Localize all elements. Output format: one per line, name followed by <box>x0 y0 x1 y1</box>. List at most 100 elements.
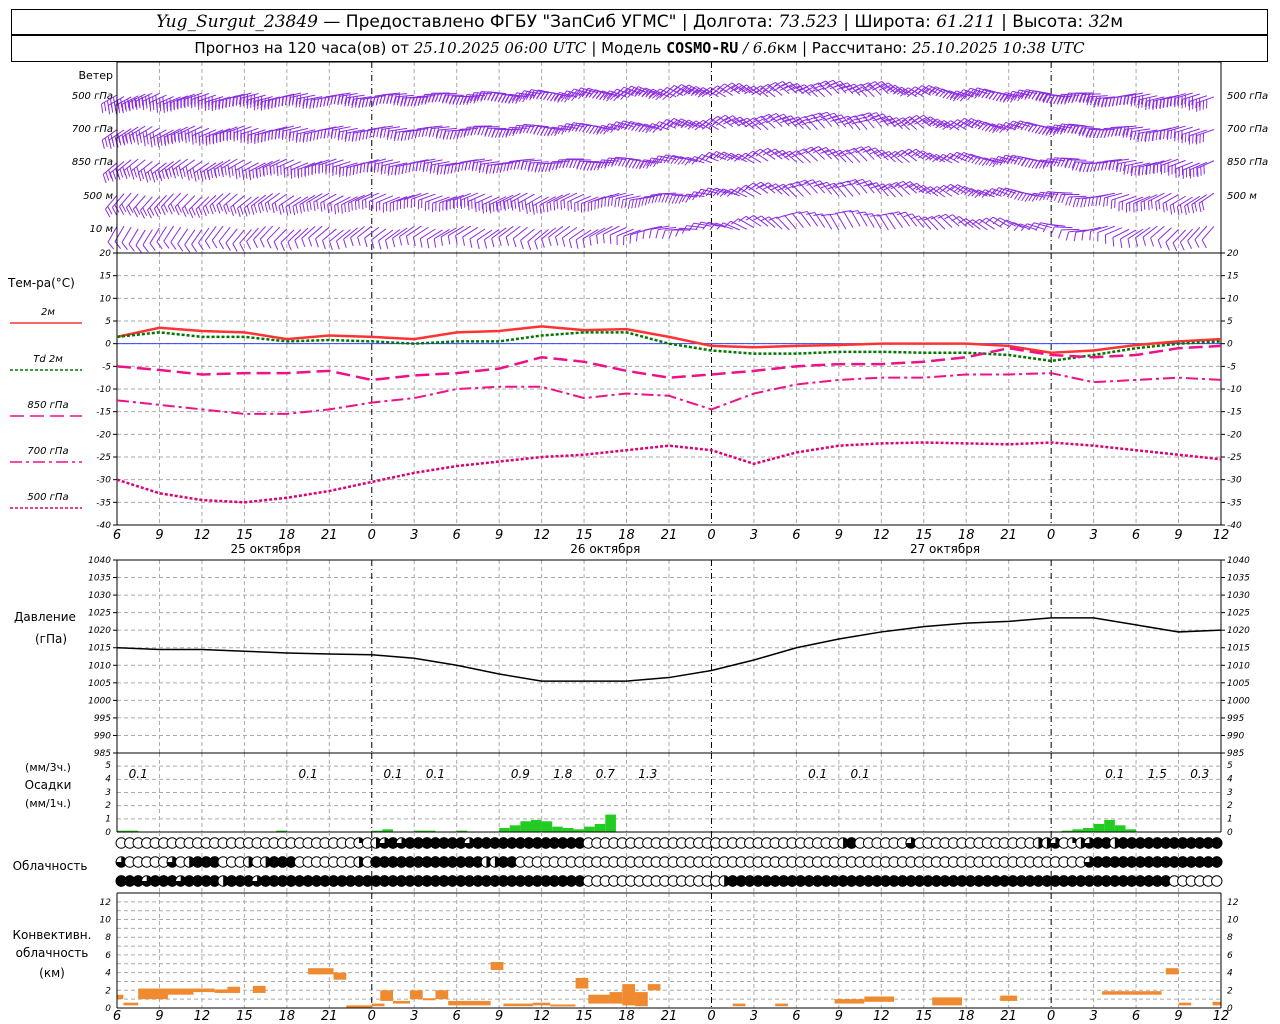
wind-barb-feather <box>762 184 772 190</box>
wind-barb-feather <box>556 199 559 209</box>
wind-barb-feather <box>1053 192 1059 201</box>
wind-barb-feather <box>796 148 805 154</box>
wind-barb-feather <box>364 238 368 247</box>
convective-bar <box>308 968 334 975</box>
wind-barb-feather <box>135 100 138 110</box>
wind-barb-feather <box>671 195 677 204</box>
wind-barb-feather <box>957 185 965 193</box>
pressure-ytick-label-right: 1025 <box>1227 609 1250 619</box>
wind-barb-feather <box>393 129 397 139</box>
temp-time-tick: 21 <box>1000 528 1017 543</box>
wind-barb-feather <box>971 155 978 164</box>
wind-barb-feather <box>295 204 299 214</box>
wind-barb-feather <box>232 97 235 107</box>
wind-barb-feather <box>1042 92 1048 102</box>
wind-barb-feather <box>153 136 156 146</box>
wind-barb-feather <box>136 135 139 145</box>
wind-barb-feather <box>668 194 673 204</box>
pressure-ytick-label-left: 1030 <box>88 591 111 601</box>
wind-barb-feather <box>1031 193 1038 202</box>
wind-barb-feather <box>456 129 461 138</box>
wind-barb-feather <box>399 236 403 246</box>
wind-barb-feather <box>182 168 186 178</box>
precip-ytick-label-right: 3 <box>1227 788 1233 798</box>
wind-barb-feather <box>652 91 660 99</box>
wind-barb-feather <box>592 126 599 135</box>
wind-barb-feather <box>673 120 681 128</box>
wind-barb-feather <box>949 92 957 101</box>
conv-time-tick: 9 <box>1174 1009 1182 1024</box>
wind-barb-feather <box>774 149 783 156</box>
wind-barb-feather <box>104 208 111 218</box>
wind-barb-feather <box>215 101 217 111</box>
wind-barb-feather <box>469 94 475 104</box>
wind-barb-shaft <box>1112 228 1130 238</box>
conv-ytick-label-left: 2 <box>105 986 111 996</box>
lat-label: | Широта: <box>843 12 931 32</box>
wind-barb-feather <box>834 152 843 157</box>
wind-barb-feather <box>1148 97 1151 107</box>
wind-barb-feather <box>1155 201 1158 211</box>
wind-barb-feather <box>510 198 513 208</box>
wind-barb-feather <box>344 95 348 105</box>
wind-barb-feather <box>655 229 659 239</box>
wind-barb-feather <box>534 163 539 173</box>
wind-barb-feather <box>832 114 842 119</box>
wind-barb-feather <box>179 170 183 180</box>
wind-barb-shaft <box>285 196 302 208</box>
wind-barb-feather <box>341 204 343 214</box>
wind-barb-feather <box>1060 94 1066 103</box>
wind-barb-feather <box>1068 92 1073 102</box>
wind-barb-feather <box>1134 166 1137 176</box>
wind-barb-feather <box>385 239 389 249</box>
wind-barb-feather <box>1017 93 1024 102</box>
precip-ytick-label-right: 1 <box>1227 815 1233 825</box>
wind-barb-shaft <box>273 228 288 242</box>
wind-barb-feather <box>1061 194 1066 204</box>
wind-barb-feather <box>806 116 816 121</box>
wind-barb-feather <box>1106 196 1109 206</box>
wind-barb-feather <box>217 167 221 177</box>
wind-barb-feather <box>257 133 260 144</box>
wind-barb-feather <box>992 123 1000 131</box>
wind-barb-feather <box>161 170 165 179</box>
wind-barb-feather <box>981 190 989 198</box>
wind-barb-feather <box>386 95 390 105</box>
wind-barb-feather <box>579 161 585 170</box>
wind-barb-feather <box>929 154 937 161</box>
wind-barb-feather <box>638 198 641 208</box>
temp-time-tick: 9 <box>835 528 843 543</box>
wind-barb-feather <box>184 244 191 253</box>
wind-barb-feather <box>1097 98 1101 107</box>
wind-barb-feather <box>688 86 697 93</box>
wind-barb-shaft <box>225 228 238 244</box>
wind-barb-shaft <box>320 193 337 204</box>
wind-barb-feather <box>1145 100 1148 111</box>
wind-barb-feather <box>496 164 500 174</box>
convective-bar <box>393 1000 410 1004</box>
wind-barb-feather <box>702 117 711 125</box>
wind-barb-feather <box>690 89 699 97</box>
wind-barb-feather <box>596 127 603 135</box>
wind-barb-feather <box>334 205 337 215</box>
wind-barb-feather <box>188 209 194 219</box>
wind-barb-feather <box>607 197 610 207</box>
wind-barb-shaft <box>287 229 302 243</box>
wind-barb-feather <box>844 120 854 125</box>
wind-barb-feather <box>834 184 844 189</box>
wind-barb-feather <box>254 134 256 145</box>
conv-time-tick: 18 <box>958 1009 975 1024</box>
wind-barb-feather <box>701 123 710 130</box>
wind-barb-feather <box>459 96 464 105</box>
wind-barb-feather <box>267 100 270 110</box>
temp-time-tick: 12 <box>873 528 890 543</box>
wind-barb-feather <box>681 84 689 92</box>
wind-barb-feather <box>1137 99 1141 109</box>
wind-barb-feather <box>668 229 673 239</box>
wind-barb-feather <box>862 148 872 153</box>
wind-barb-feather <box>1089 129 1094 139</box>
wind-barb-feather <box>642 230 645 240</box>
wind-barb-feather <box>738 152 746 159</box>
wind-barb-feather <box>985 157 992 166</box>
